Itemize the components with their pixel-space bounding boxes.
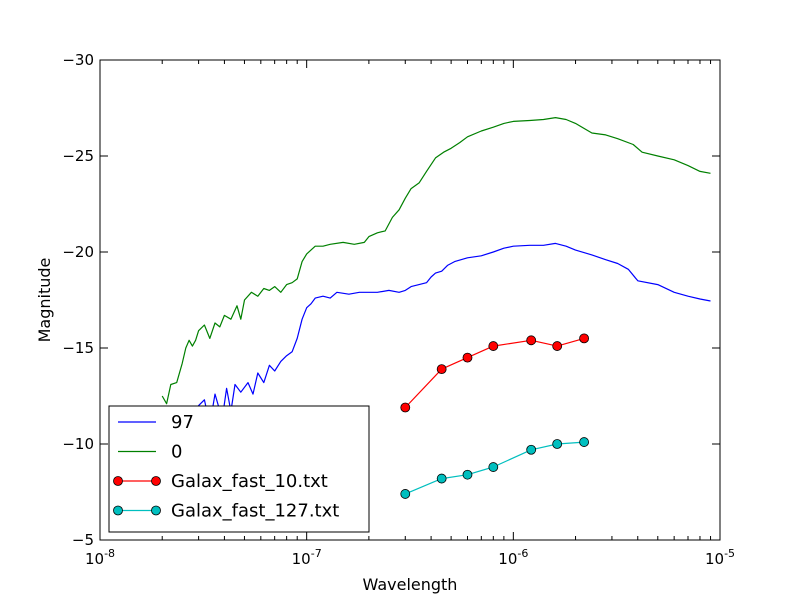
data-point	[400, 489, 411, 499]
plot-frame	[99, 59, 721, 541]
legend-item: 0	[118, 442, 182, 463]
data-point	[488, 341, 499, 351]
x-tick-label: 10-7	[292, 547, 322, 568]
y-tick-label: −20	[62, 243, 94, 261]
data-point	[436, 364, 447, 375]
legend-marker	[151, 476, 161, 486]
data-point	[526, 335, 537, 346]
series-line-0	[161, 116, 711, 405]
x-axis-label: Wavelength	[363, 575, 458, 594]
plot-area	[161, 116, 711, 499]
x-tick-label: 10-6	[498, 547, 528, 568]
y-tick-label: −5	[72, 531, 94, 549]
legend-label: 0	[171, 442, 182, 463]
y-axis-label: Magnitude	[35, 258, 54, 343]
series-0	[161, 116, 711, 405]
legend-marker	[151, 505, 161, 516]
series-line-97	[170, 242, 711, 493]
legend-label: 97	[171, 412, 194, 433]
legend-item: Galax_fast_127.txt	[113, 501, 339, 522]
data-point	[400, 402, 411, 413]
y-axis: −30 −25 −20 −15 −10 −5	[62, 51, 720, 549]
series-galax-fast-10-txt	[400, 333, 590, 413]
data-point	[552, 439, 563, 449]
data-point	[579, 437, 590, 447]
data-point	[436, 473, 447, 484]
series-galax-fast-127-txt	[400, 437, 590, 499]
x-tick-label: 10-5	[705, 547, 735, 568]
legend-label: Galax_fast_10.txt	[171, 471, 328, 492]
data-point	[579, 333, 590, 344]
legend-marker	[113, 476, 123, 486]
legend-label: Galax_fast_127.txt	[171, 501, 339, 522]
legend: 97 0 Galax_fast_10.txt Galax_fast_127.txt	[108, 405, 370, 533]
x-tick-label: 10-8	[85, 547, 115, 568]
legend-item: Galax_fast_10.txt	[113, 471, 328, 492]
y-tick-label: −30	[62, 51, 94, 69]
x-axis: 10-8 10-7 10-6 10-5	[85, 60, 735, 568]
y-tick-label: −25	[62, 147, 94, 165]
y-tick-label: −15	[62, 339, 94, 357]
legend-marker	[113, 505, 123, 516]
data-point	[552, 341, 563, 351]
data-point	[488, 462, 499, 472]
legend-item: 97	[118, 412, 194, 433]
data-point	[526, 444, 537, 455]
data-point	[462, 352, 473, 363]
data-point	[462, 469, 473, 480]
y-tick-label: −10	[62, 435, 94, 453]
series-97	[170, 242, 711, 493]
